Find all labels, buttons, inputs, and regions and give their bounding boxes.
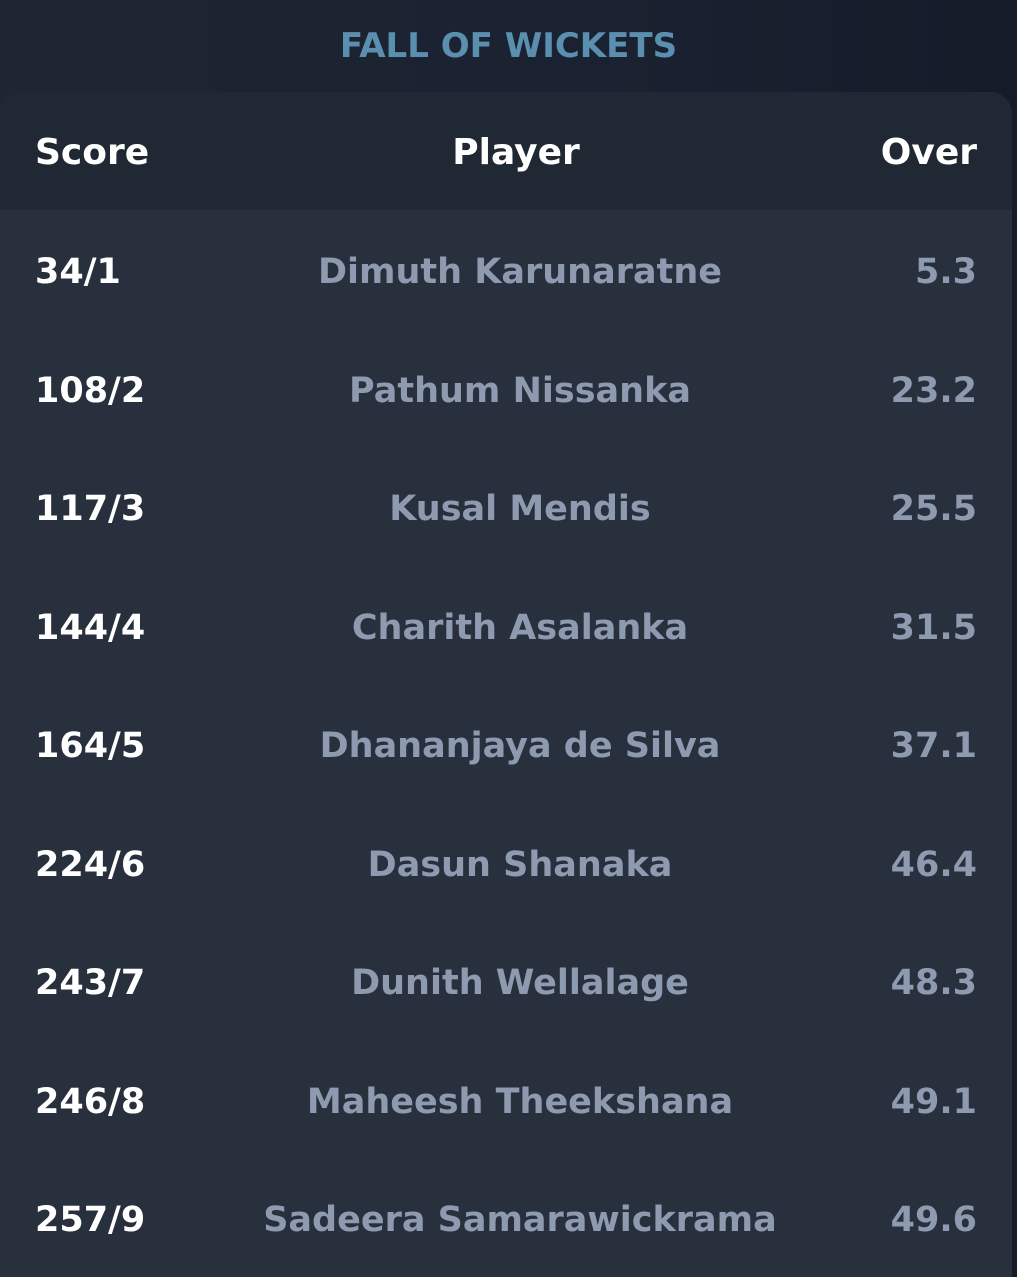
wicket-over: 5.3 bbox=[914, 252, 977, 292]
wicket-player[interactable]: Kusal Mendis bbox=[389, 489, 651, 529]
wicket-score: 34/1 bbox=[35, 252, 121, 292]
wicket-score: 257/9 bbox=[35, 1200, 146, 1240]
header-score: Score bbox=[35, 132, 150, 173]
wicket-score: 144/4 bbox=[35, 607, 146, 648]
table-row: 144/4 Charith Asalanka 31.5 bbox=[0, 566, 1012, 685]
wicket-score: 243/7 bbox=[35, 963, 146, 1003]
wicket-player[interactable]: Pathum Nissanka bbox=[349, 370, 691, 411]
header-over: Over bbox=[880, 132, 977, 173]
wicket-over: 31.5 bbox=[890, 607, 977, 648]
wicket-over: 46.4 bbox=[890, 844, 977, 885]
wicket-over: 23.2 bbox=[890, 370, 977, 411]
table-row: 117/3 Kusal Mendis 25.5 bbox=[0, 447, 1012, 566]
table-row: 246/8 Maheesh Theekshana 49.1 bbox=[0, 1040, 1012, 1159]
table-row: 34/1 Dimuth Karunaratne 5.3 bbox=[0, 210, 1012, 329]
wicket-player[interactable]: Maheesh Theekshana bbox=[306, 1081, 734, 1122]
table-header: Score Player Over bbox=[0, 92, 1012, 210]
wicket-over: 48.3 bbox=[890, 963, 977, 1003]
wicket-over: 37.1 bbox=[890, 726, 977, 766]
wicket-score: 108/2 bbox=[35, 370, 146, 411]
wicket-player[interactable]: Charith Asalanka bbox=[351, 607, 689, 648]
table-row: 257/9 Sadeera Samarawickrama 49.6 bbox=[0, 1158, 1012, 1277]
wicket-over: 49.6 bbox=[890, 1200, 977, 1240]
table-row: 164/5 Dhananjaya de Silva 37.1 bbox=[0, 684, 1012, 803]
wicket-score: 246/8 bbox=[35, 1081, 146, 1122]
section-title: FALL OF WICKETS bbox=[339, 26, 678, 66]
header-player: Player bbox=[452, 132, 580, 173]
wicket-player[interactable]: Sadeera Samarawickrama bbox=[263, 1200, 777, 1240]
wicket-player[interactable]: Dimuth Karunaratne bbox=[318, 252, 722, 292]
wicket-score: 117/3 bbox=[35, 489, 146, 529]
table-row: 108/2 Pathum Nissanka 23.2 bbox=[0, 329, 1012, 448]
wicket-player[interactable]: Dunith Wellalage bbox=[351, 963, 689, 1003]
wicket-over: 49.1 bbox=[890, 1081, 977, 1122]
wicket-player[interactable]: Dasun Shanaka bbox=[367, 844, 673, 885]
table-row: 243/7 Dunith Wellalage 48.3 bbox=[0, 921, 1012, 1040]
wicket-over: 25.5 bbox=[890, 489, 977, 529]
wicket-player[interactable]: Dhananjaya de Silva bbox=[319, 726, 721, 766]
wicket-score: 164/5 bbox=[35, 726, 146, 766]
fall-of-wickets-table: Score Player Over 34/1 Dimuth Karunaratn… bbox=[0, 92, 1012, 1277]
table-row: 224/6 Dasun Shanaka 46.4 bbox=[0, 803, 1012, 922]
wicket-score: 224/6 bbox=[35, 844, 146, 885]
table-body: 34/1 Dimuth Karunaratne 5.3 108/2 Pathum… bbox=[0, 210, 1012, 1277]
